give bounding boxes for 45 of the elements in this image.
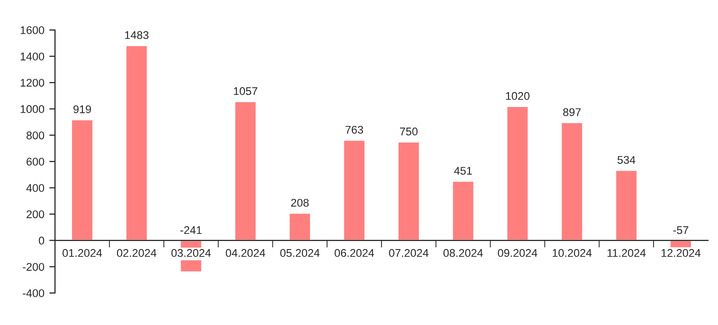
x-tick-label: 12.2024 (662, 249, 701, 257)
x-tick-label: 08.2024 (443, 249, 483, 257)
data-label: 1020 (506, 92, 530, 100)
bar (234, 100, 258, 242)
data-label: -57 (673, 226, 688, 234)
bar (614, 169, 638, 242)
bar (288, 212, 312, 242)
y-tick-label: 800 (26, 131, 44, 140)
x-tick-label: 09.2024 (498, 249, 538, 257)
y-tick-label: 1400 (20, 52, 44, 60)
x-tick-label: 02.2024 (116, 249, 156, 257)
x-tick-label: 03.2024 (171, 249, 211, 257)
data-label: 451 (454, 166, 472, 175)
data-label: 208 (291, 198, 309, 207)
y-tick-label: 600 (26, 158, 44, 166)
x-tick-label: 04.2024 (226, 249, 266, 257)
bar (452, 180, 475, 242)
bar (397, 141, 420, 242)
bar (560, 122, 584, 242)
data-label: 1483 (125, 31, 148, 40)
bar (342, 139, 366, 242)
y-tick-label: 200 (26, 210, 44, 218)
data-label: 919 (73, 105, 91, 114)
bar (506, 106, 530, 242)
y-tick-label: -400 (22, 289, 44, 298)
x-tick-label: 11.2024 (608, 249, 646, 257)
data-label: 534 (618, 156, 636, 164)
y-tick-label: 400 (26, 184, 44, 192)
data-label: 897 (563, 108, 581, 116)
y-tick-label: 1200 (20, 78, 44, 87)
bar (125, 44, 148, 242)
data-label: 750 (400, 128, 418, 136)
data-label: 1057 (234, 87, 258, 96)
y-tick-label: 0 (38, 236, 44, 245)
y-tick-label: 1000 (20, 105, 44, 114)
x-tick-label: 01.2024 (62, 249, 102, 257)
y-tick-label: -200 (22, 262, 44, 271)
x-tick-label: 07.2024 (389, 249, 428, 257)
x-tick-label: 10.2024 (552, 249, 592, 257)
data-label: 763 (346, 126, 364, 134)
data-label: -241 (180, 226, 202, 234)
x-tick-label: 06.2024 (334, 249, 374, 257)
x-tick-label: 05.2024 (280, 249, 320, 257)
y-tick-label: 1600 (20, 26, 44, 34)
bar (70, 118, 94, 242)
